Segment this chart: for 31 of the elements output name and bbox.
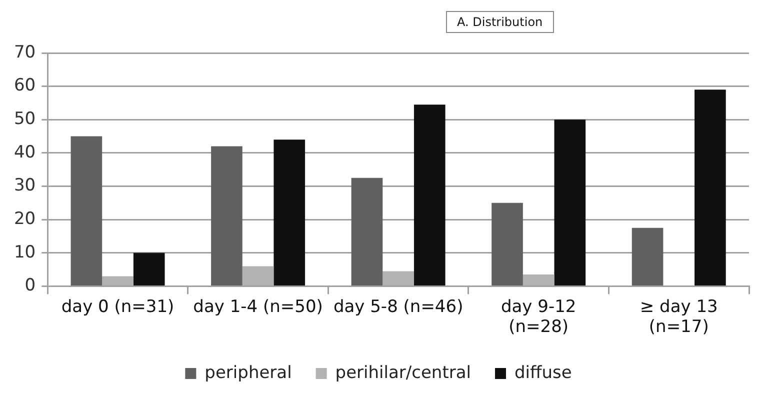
bar <box>242 266 274 286</box>
x-tick-label: day 5-8 (n=46) <box>333 296 464 317</box>
x-tick-label: day 1-4 (n=50) <box>193 296 323 317</box>
bar <box>133 252 165 286</box>
bar <box>694 90 726 286</box>
y-tick-label: 60 <box>14 76 36 96</box>
bar <box>351 178 383 286</box>
legend-label: diffuse <box>514 362 572 383</box>
y-tick-label: 20 <box>14 208 36 229</box>
bar <box>211 146 242 286</box>
y-tick-label: 40 <box>14 142 36 162</box>
bar <box>382 271 414 286</box>
bar <box>522 274 554 286</box>
legend-label: peripheral <box>204 362 292 383</box>
bar <box>554 120 586 286</box>
y-tick-label: 30 <box>14 176 36 196</box>
x-tick-label: day 9-12 (n=28) <box>500 296 576 338</box>
chart-title: A. Distribution <box>446 11 554 33</box>
bar <box>274 140 306 286</box>
x-tick-label: ≥ day 13 (n=17) <box>640 296 718 338</box>
bar <box>102 276 134 286</box>
y-tick-label: 70 <box>14 42 36 62</box>
bar <box>414 104 446 286</box>
bar <box>70 136 102 286</box>
bar <box>492 202 523 286</box>
legend-label: perihilar/central <box>335 362 472 383</box>
x-tick-label: day 0 (n=31) <box>61 296 174 317</box>
y-tick-label: 50 <box>14 109 36 130</box>
y-tick-label: 10 <box>14 242 36 262</box>
bar <box>632 228 664 286</box>
y-tick-label: 0 <box>24 276 36 296</box>
